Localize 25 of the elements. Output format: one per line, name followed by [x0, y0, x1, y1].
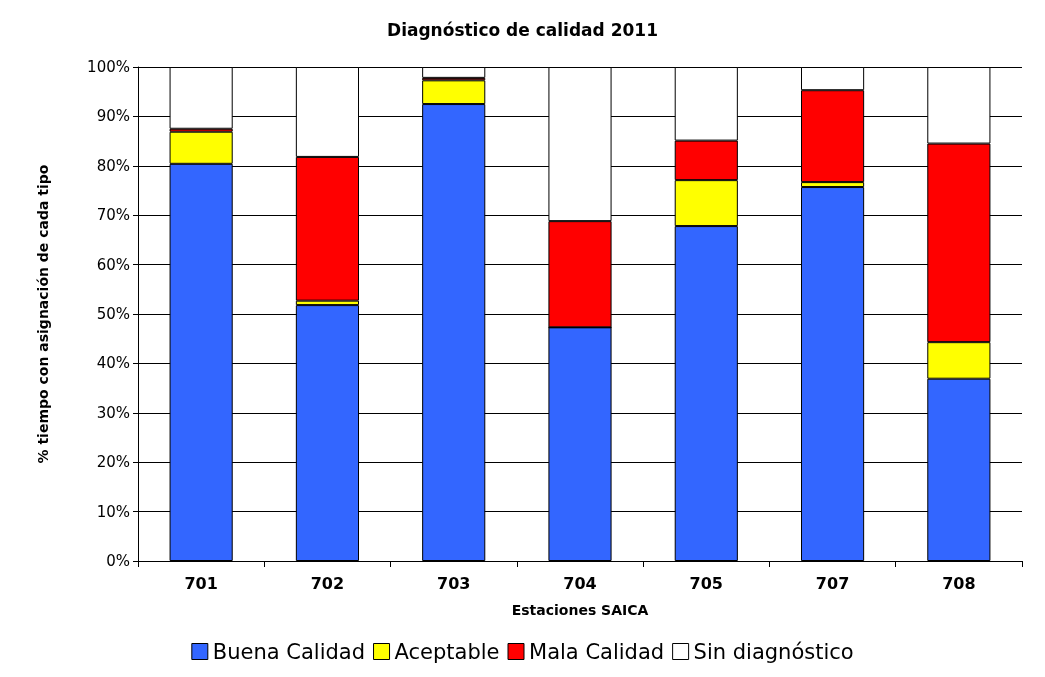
y-tick-label: 60%: [96, 255, 130, 274]
legend-label: Mala Calidad: [529, 639, 665, 664]
y-tick-label: 0%: [106, 552, 130, 570]
x-tick-label: 702: [310, 573, 345, 593]
y-tick-label: 10%: [96, 502, 130, 521]
legend-label: Sin diagnóstico: [693, 639, 854, 664]
x-tick-label: 705: [689, 573, 723, 593]
y-tick-label: 40%: [96, 354, 130, 373]
y-tick-label: 100%: [87, 58, 130, 76]
x-axis-title: Estaciones SAICA: [511, 602, 649, 618]
x-tick-label: 703: [437, 573, 471, 593]
legend-label: Buena Calidad: [212, 639, 366, 664]
y-tick-label: 70%: [96, 206, 130, 225]
legend-label: Aceptable: [394, 639, 500, 664]
x-tick-label: 708: [942, 573, 976, 593]
x-tick-label: 701: [184, 573, 218, 593]
y-axis-title: % tiempo con asignación de cada tipo: [35, 164, 51, 464]
x-tick-label: 704: [563, 573, 597, 593]
chart-title: Diagnóstico de calidad 2011: [387, 19, 658, 40]
y-tick-label: 50%: [96, 305, 130, 323]
y-tick-label: 20%: [96, 453, 130, 472]
y-tick-label: 80%: [96, 156, 130, 175]
x-tick-label: 707: [815, 573, 850, 593]
y-tick-label: 90%: [96, 107, 130, 126]
y-tick-label: 30%: [96, 403, 130, 422]
